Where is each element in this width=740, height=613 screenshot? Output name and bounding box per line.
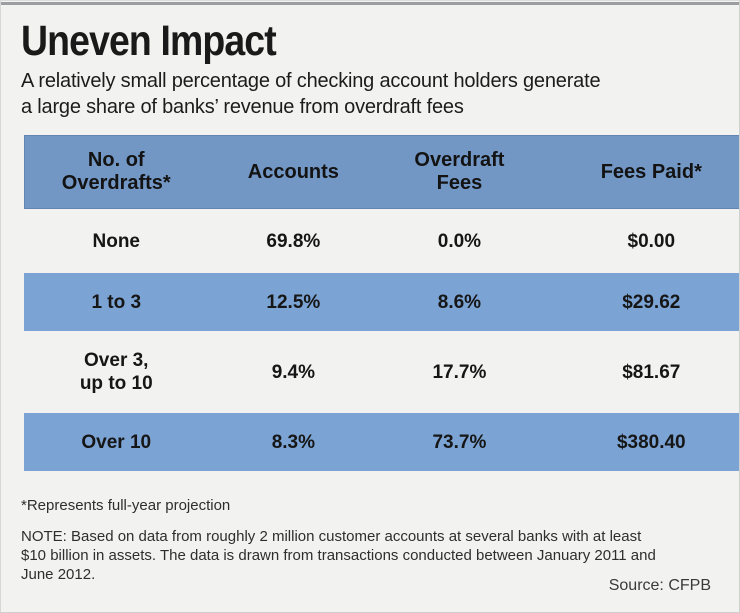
cell-fees-paid: $0.00 [627,230,676,252]
cell-fees-paid: $29.62 [622,291,681,313]
table-row: 1 to 3 12.5% 8.6% $29.62 [24,273,739,331]
table-header-row: No. of Overdrafts* Accounts Overdraft Fe… [24,135,739,209]
top-border-band [1,2,739,5]
page-title: Uneven Impact [21,17,277,65]
column-header-overdraft-fees: Overdraft Fees [414,149,505,194]
footnote-note: NOTE: Based on data from roughly 2 milli… [21,528,656,583]
cell-accounts: 12.5% [266,291,321,313]
column-header-overdrafts: No. of Overdrafts* [61,149,171,194]
cell-accounts: 9.4% [271,361,316,383]
cell-overdraft-fees: 0.0% [437,230,482,252]
cell-accounts: 8.3% [271,431,316,453]
cell-overdrafts: None [92,230,141,252]
subtitle: A relatively small percentage of checkin… [21,70,601,118]
table-row: Over 10 8.3% 73.7% $380.40 [24,413,739,471]
cell-fees-paid: $380.40 [616,431,686,453]
source-label: Source: CFPB [608,577,711,594]
table-row: Over 3, up to 10 9.4% 17.7% $81.67 [24,331,739,413]
cell-accounts: 69.8% [266,230,321,252]
column-header-accounts: Accounts [247,160,339,183]
cell-overdrafts: Over 3, up to 10 [79,350,153,394]
cell-overdrafts: 1 to 3 [91,291,142,313]
cell-fees-paid: $81.67 [622,361,681,383]
cell-overdrafts: Over 10 [81,431,152,453]
cell-overdraft-fees: 73.7% [432,431,487,453]
cell-overdraft-fees: 8.6% [437,291,482,313]
column-header-fees-paid: Fees Paid* [600,160,702,183]
cell-overdraft-fees: 17.7% [432,361,487,383]
footnote-projection: *Represents full-year projection [21,497,231,514]
table-row: None 69.8% 0.0% $0.00 [24,209,739,273]
